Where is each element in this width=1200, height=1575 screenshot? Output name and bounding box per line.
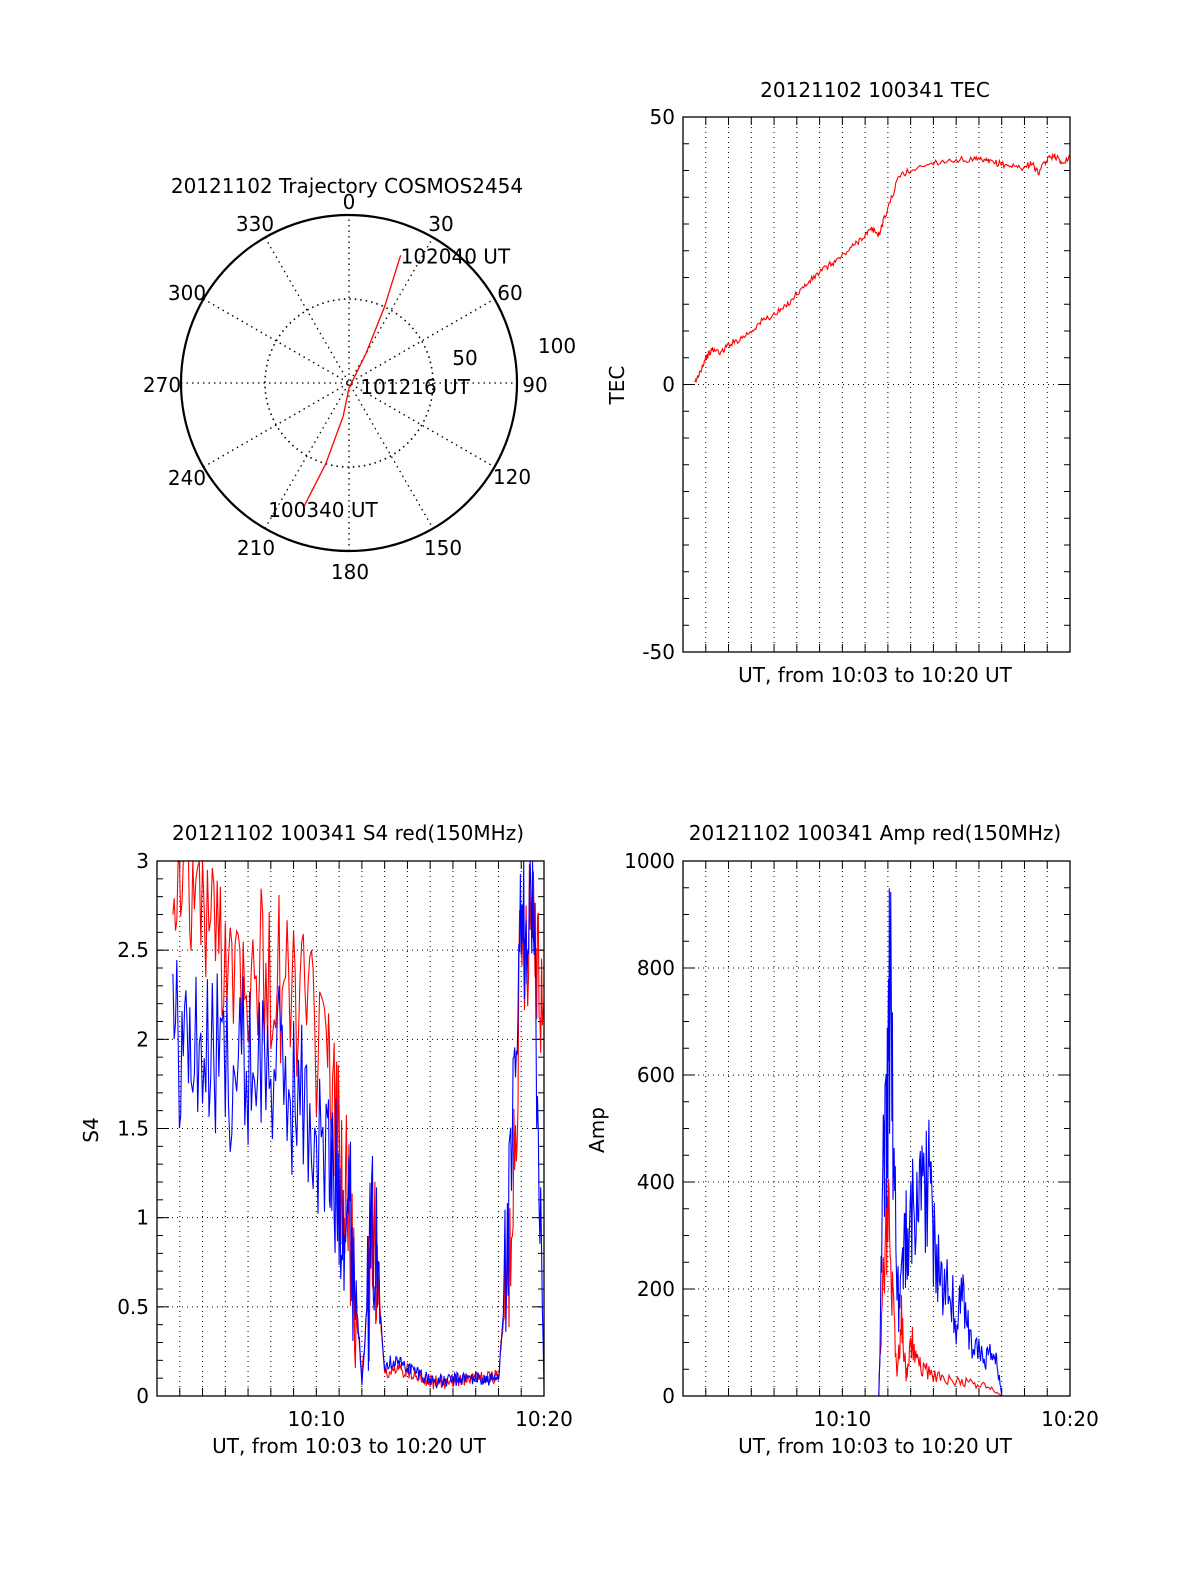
s4-y-axis-label: S4	[79, 1117, 103, 1142]
polar-angle-label-330: 330	[236, 212, 274, 236]
tec-y-axis-label: TEC	[605, 366, 629, 406]
polar-angle-label-210: 210	[237, 536, 275, 560]
trajectory-polar-panel: 20121102 Trajectory COSMOS2454 0 30 60 90 12…	[143, 174, 576, 584]
tec-series	[694, 152, 1071, 384]
s4-ytick-label-0: 0	[136, 1384, 149, 1408]
s4-ytick-label-1.5: 1.5	[117, 1117, 149, 1141]
polar-angle-label-60: 60	[497, 281, 522, 305]
s4-title: 20121102 100341 S4 red(150MHz)	[172, 821, 524, 845]
amp-y-axis-label: Amp	[585, 1107, 609, 1153]
amp-panel: 20121102 100341 Amp red(150MHz) 0 200 400 6…	[585, 821, 1099, 1458]
amp-xtick-label-0: 10:10	[814, 1407, 872, 1431]
amp-x-axis-label: UT, from 10:03 to 10:20 UT	[738, 1434, 1013, 1458]
tec-plot-frame	[682, 116, 1071, 653]
polar-spoke-60	[203, 298, 495, 468]
polar-angle-label-270: 270	[143, 373, 181, 397]
polar-angle-label-180: 180	[331, 560, 369, 584]
s4-series	[172, 859, 545, 1390]
s4-xtick-label-0: 10:10	[288, 1407, 346, 1431]
polar-grid	[179, 213, 519, 553]
polar-angle-label-0: 0	[343, 190, 356, 214]
tec-ytick-label-50: 50	[650, 105, 675, 129]
amp-grid	[683, 860, 1070, 1397]
s4-ytick-label-3: 3	[136, 849, 149, 873]
amp-y-tick-labels: 0 200 400 600 800 1000	[624, 849, 675, 1408]
amp-ytick-label-1000: 1000	[624, 849, 675, 873]
polar-angle-label-240: 240	[168, 466, 206, 490]
amp-x-tick-labels: 10:10 10:20	[814, 1407, 1099, 1431]
polar-angle-label-30: 30	[428, 212, 453, 236]
s4-x-tick-labels: 10:10 10:20	[288, 1407, 573, 1431]
s4-series-line-1	[172, 860, 545, 1389]
amp-ytick-label-200: 200	[637, 1277, 675, 1301]
polar-radial-label-50: 50	[452, 346, 477, 370]
polar-trajectory-line	[303, 255, 402, 507]
amp-ytick-label-400: 400	[637, 1170, 675, 1194]
tec-y-tick-labels: 50 0 -50	[642, 105, 675, 664]
amp-series	[694, 888, 1070, 1397]
polar-spoke-30	[264, 237, 434, 529]
polar-angle-labels: 0 30 60 90 120 150 180 210 240 270 300 330	[143, 190, 548, 584]
polar-trajectory-series	[303, 255, 402, 507]
tec-title: 20121102 100341 TEC	[760, 78, 990, 102]
amp-plot-frame	[682, 860, 1071, 1397]
s4-y-tick-labels: 0 0.5 1 1.5 2 2.5 3	[117, 849, 149, 1408]
polar-angle-label-120: 120	[493, 465, 531, 489]
s4-ytick-label-1: 1	[136, 1206, 149, 1230]
polar-inner-circle	[264, 298, 434, 468]
polar-title: 20121102 Trajectory COSMOS2454	[171, 174, 523, 198]
amp-ytick-label-0: 0	[662, 1384, 675, 1408]
amp-ytick-label-800: 800	[637, 956, 675, 980]
s4-ytick-label-2.5: 2.5	[117, 938, 149, 962]
amp-title: 20121102 100341 Amp red(150MHz)	[689, 821, 1061, 845]
polar-annotations: 102040 UT 101216 UT 100340 UT	[268, 244, 511, 522]
amp-ytick-label-600: 600	[637, 1063, 675, 1087]
tec-x-axis-label: UT, from 10:03 to 10:20 UT	[738, 663, 1013, 687]
amp-xtick-label-1: 10:20	[1041, 1407, 1099, 1431]
polar-annotation-0: 102040 UT	[401, 244, 511, 268]
polar-angle-label-90: 90	[522, 373, 547, 397]
s4-panel: 20121102 100341 S4 red(150MHz) 0 0.5 1 1.5 2…	[79, 821, 573, 1458]
s4-series-line-0	[172, 859, 545, 1390]
polar-annotation-1: 101216 UT	[360, 375, 470, 399]
polar-angle-label-150: 150	[424, 536, 462, 560]
polar-annotation-2: 100340 UT	[268, 498, 378, 522]
polar-radial-label-100: 100	[538, 334, 576, 358]
tec-panel: 20121102 100341 TEC 50 0 -50 TEC UT, from …	[605, 78, 1071, 687]
polar-spoke-150	[264, 237, 434, 529]
amp-series-line-1	[694, 888, 1070, 1397]
s4-ytick-label-0.5: 0.5	[117, 1295, 149, 1319]
s4-x-axis-label: UT, from 10:03 to 10:20 UT	[212, 1434, 487, 1458]
polar-spoke-120	[203, 298, 495, 468]
polar-angle-label-300: 300	[168, 281, 206, 305]
s4-plot-frame	[156, 860, 545, 1397]
tec-ytick-label-0: 0	[662, 373, 675, 397]
tec-series-line-0	[694, 152, 1071, 384]
tec-grid	[683, 116, 1070, 653]
tec-ytick-label--50: -50	[642, 640, 675, 664]
s4-ytick-label-2: 2	[136, 1027, 149, 1051]
s4-xtick-label-1: 10:20	[515, 1407, 573, 1431]
